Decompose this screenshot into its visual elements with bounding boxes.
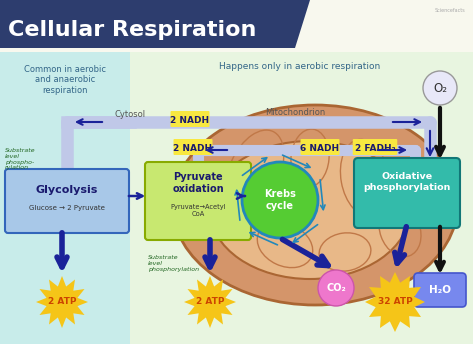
- Text: Oxidative
phosphorylation: Oxidative phosphorylation: [363, 172, 451, 192]
- Polygon shape: [0, 0, 310, 48]
- FancyBboxPatch shape: [414, 273, 466, 307]
- Circle shape: [242, 162, 318, 238]
- FancyBboxPatch shape: [145, 162, 251, 240]
- Text: H₂O: H₂O: [429, 285, 451, 295]
- Text: CO₂: CO₂: [326, 283, 346, 293]
- Ellipse shape: [210, 141, 410, 279]
- Ellipse shape: [173, 105, 457, 305]
- Text: 6 NADH: 6 NADH: [300, 144, 340, 153]
- Text: 2 ATP: 2 ATP: [48, 298, 76, 307]
- Text: O₂: O₂: [433, 82, 447, 95]
- Text: Cytosol: Cytosol: [114, 110, 146, 119]
- Circle shape: [318, 270, 354, 306]
- Text: Glucose → 2 Pyruvate: Glucose → 2 Pyruvate: [29, 205, 105, 211]
- Text: Pyruvate→Acetyl
CoA: Pyruvate→Acetyl CoA: [170, 204, 226, 217]
- Polygon shape: [184, 276, 236, 328]
- FancyBboxPatch shape: [300, 139, 340, 155]
- Bar: [0, 52, 130, 344]
- Text: Sciencefacts: Sciencefacts: [435, 8, 466, 12]
- Text: 32 ATP: 32 ATP: [377, 298, 412, 307]
- Text: 2 NADH: 2 NADH: [170, 116, 210, 125]
- Text: 2 ATP: 2 ATP: [196, 298, 224, 307]
- Text: Cellular Respiration: Cellular Respiration: [8, 20, 256, 40]
- Text: Substrate
level
phosphorylation: Substrate level phosphorylation: [148, 255, 199, 272]
- FancyBboxPatch shape: [5, 169, 129, 233]
- Text: Glycolysis: Glycolysis: [36, 185, 98, 195]
- Text: 2 NADH: 2 NADH: [174, 144, 212, 153]
- Text: Krebs
cycle: Krebs cycle: [264, 189, 296, 211]
- Text: 2 FADH₂: 2 FADH₂: [355, 144, 395, 153]
- FancyBboxPatch shape: [353, 139, 397, 155]
- Text: Happens only in aerobic respiration: Happens only in aerobic respiration: [219, 62, 381, 71]
- FancyBboxPatch shape: [354, 158, 460, 228]
- FancyBboxPatch shape: [170, 111, 210, 127]
- Polygon shape: [36, 276, 88, 328]
- Circle shape: [423, 71, 457, 105]
- Text: Substrate
level
phospho-
rylation: Substrate level phospho- rylation: [5, 148, 35, 170]
- Bar: [130, 52, 473, 344]
- Text: Common in aerobic
and anaerobic
respiration: Common in aerobic and anaerobic respirat…: [24, 65, 106, 95]
- Text: Mitochondrion: Mitochondrion: [265, 108, 325, 117]
- FancyBboxPatch shape: [174, 139, 212, 155]
- Polygon shape: [365, 272, 425, 332]
- Text: Pyruvate
oxidation: Pyruvate oxidation: [172, 172, 224, 194]
